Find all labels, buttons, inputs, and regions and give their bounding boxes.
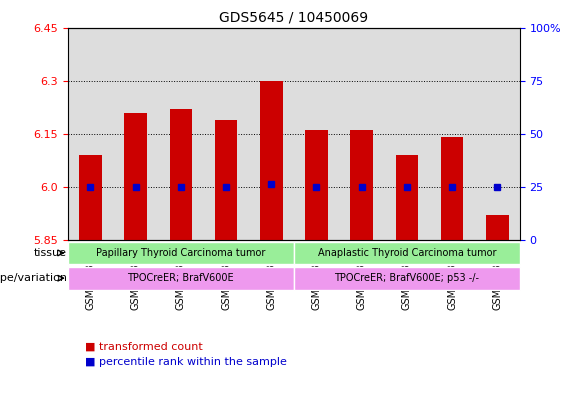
Bar [113,28,158,240]
Text: TPOCreER; BrafV600E; p53 -/-: TPOCreER; BrafV600E; p53 -/- [334,273,479,283]
Title: GDS5645 / 10450069: GDS5645 / 10450069 [219,11,368,25]
FancyBboxPatch shape [294,242,520,264]
Bar [429,28,475,240]
Text: Anaplastic Thyroid Carcinoma tumor: Anaplastic Thyroid Carcinoma tumor [318,248,496,258]
Text: ■ transformed count: ■ transformed count [85,342,202,352]
Bar [158,28,203,240]
Bar [294,28,339,240]
Bar [260,81,282,240]
Bar [339,28,384,240]
Bar [305,130,328,240]
FancyBboxPatch shape [68,242,294,264]
Bar [215,120,237,240]
FancyBboxPatch shape [294,267,520,290]
FancyBboxPatch shape [68,267,294,290]
Bar [203,28,249,240]
Bar [384,28,429,240]
Bar [249,28,294,240]
Text: ■ percentile rank within the sample: ■ percentile rank within the sample [85,358,286,367]
Bar [475,28,520,240]
Bar [396,155,418,240]
Text: TPOCreER; BrafV600E: TPOCreER; BrafV600E [128,273,234,283]
Bar [441,138,463,240]
Bar [124,113,147,240]
Bar [486,215,508,240]
Text: genotype/variation: genotype/variation [0,273,67,283]
Bar [350,130,373,240]
Text: tissue: tissue [34,248,67,258]
Bar [170,109,192,240]
Text: Papillary Thyroid Carcinoma tumor: Papillary Thyroid Carcinoma tumor [96,248,266,258]
Bar [79,155,102,240]
Bar [68,28,113,240]
